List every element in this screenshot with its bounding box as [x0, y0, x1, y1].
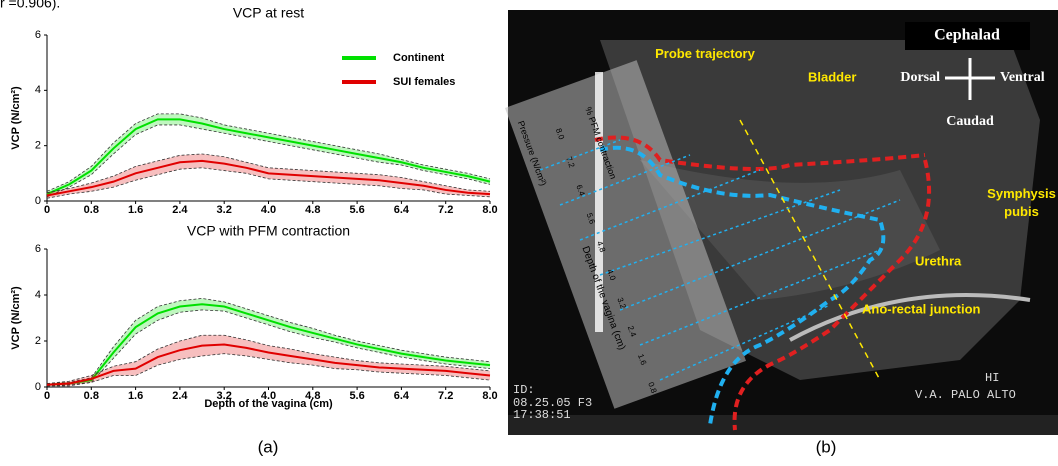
annotation: Urethra — [915, 253, 962, 268]
legend-label: Continent — [393, 52, 445, 64]
y-tick-label: 6 — [35, 243, 41, 255]
x-tick-label: 8.0 — [482, 390, 497, 402]
x-tick-label: 3.2 — [217, 390, 232, 402]
overlay-text: V.A. PALO ALTO — [915, 388, 1016, 402]
x-tick-label: 4.0 — [261, 204, 276, 216]
figure: r =0.906). (a) (b) Cephalad Dorsal Ventr… — [0, 0, 1058, 461]
overlay-text: ID: — [513, 383, 535, 397]
x-tick-label: 4.8 — [305, 204, 320, 216]
x-tick-label: 6.4 — [394, 204, 410, 216]
orientation-label: Dorsal — [900, 70, 940, 85]
overlay-text: 17:38:51 — [513, 408, 571, 422]
orientation-label: Cephalad — [934, 27, 1000, 44]
y-tick-label: 6 — [35, 29, 41, 41]
x-tick-label: 4.0 — [261, 390, 276, 402]
x-tick-label: 5.6 — [349, 204, 364, 216]
x-tick-label: 2.4 — [172, 390, 188, 402]
x-tick-label: 6.4 — [394, 390, 410, 402]
y-tick-label: 0 — [35, 195, 41, 207]
x-tick-label: 4.8 — [305, 390, 320, 402]
caption: (a) — [258, 437, 279, 456]
header-text: r =0.906). — [0, 0, 60, 11]
orientation-label: Ventral — [1000, 70, 1045, 85]
x-tick-label: 3.2 — [217, 204, 232, 216]
x-tick-label: 7.2 — [438, 204, 453, 216]
x-tick-label: 0.8 — [84, 390, 99, 402]
y-tick-label: 0 — [35, 381, 41, 393]
y-axis-label: VCP (N/cm²) — [10, 286, 22, 350]
x-tick-label: 7.2 — [438, 390, 453, 402]
legend-label: SUI females — [393, 76, 455, 88]
annotation: Probe trajectory — [645, 45, 765, 63]
chart-title: VCP at rest — [233, 5, 304, 21]
chart-title: VCP with PFM contraction — [187, 223, 350, 239]
orientation-label: Caudad — [946, 114, 994, 129]
x-tick-label: 1.6 — [128, 390, 143, 402]
label-box: Symphysis pubis — [985, 185, 1058, 230]
x-tick-label: 1.6 — [128, 204, 143, 216]
error-band — [47, 154, 490, 198]
page: r =0.906). (a) (b) Cephalad Dorsal Ventr… — [0, 0, 1058, 466]
x-tick-label: 0 — [44, 390, 50, 402]
x-tick-label: 2.4 — [172, 204, 188, 216]
x-tick-label: 0.8 — [84, 204, 99, 216]
y-tick-label: 2 — [35, 140, 41, 152]
annotation: Bladder — [808, 69, 856, 84]
x-tick-label: 5.6 — [349, 390, 364, 402]
y-axis-label: VCP (N/cm²) — [10, 86, 22, 150]
annotation: Symphysis pubis — [985, 185, 1058, 221]
y-tick-label: 2 — [35, 335, 41, 347]
x-tick-label: 0 — [44, 204, 50, 216]
overlay-text: HI — [985, 371, 999, 385]
y-tick-label: 4 — [35, 84, 41, 96]
caption: (b) — [816, 437, 837, 456]
label-box: Probe trajectory — [645, 45, 765, 90]
x-tick-label: 8.0 — [482, 204, 497, 216]
annotation: Ano-rectal junction — [862, 301, 981, 316]
y-tick-label: 4 — [35, 289, 41, 301]
